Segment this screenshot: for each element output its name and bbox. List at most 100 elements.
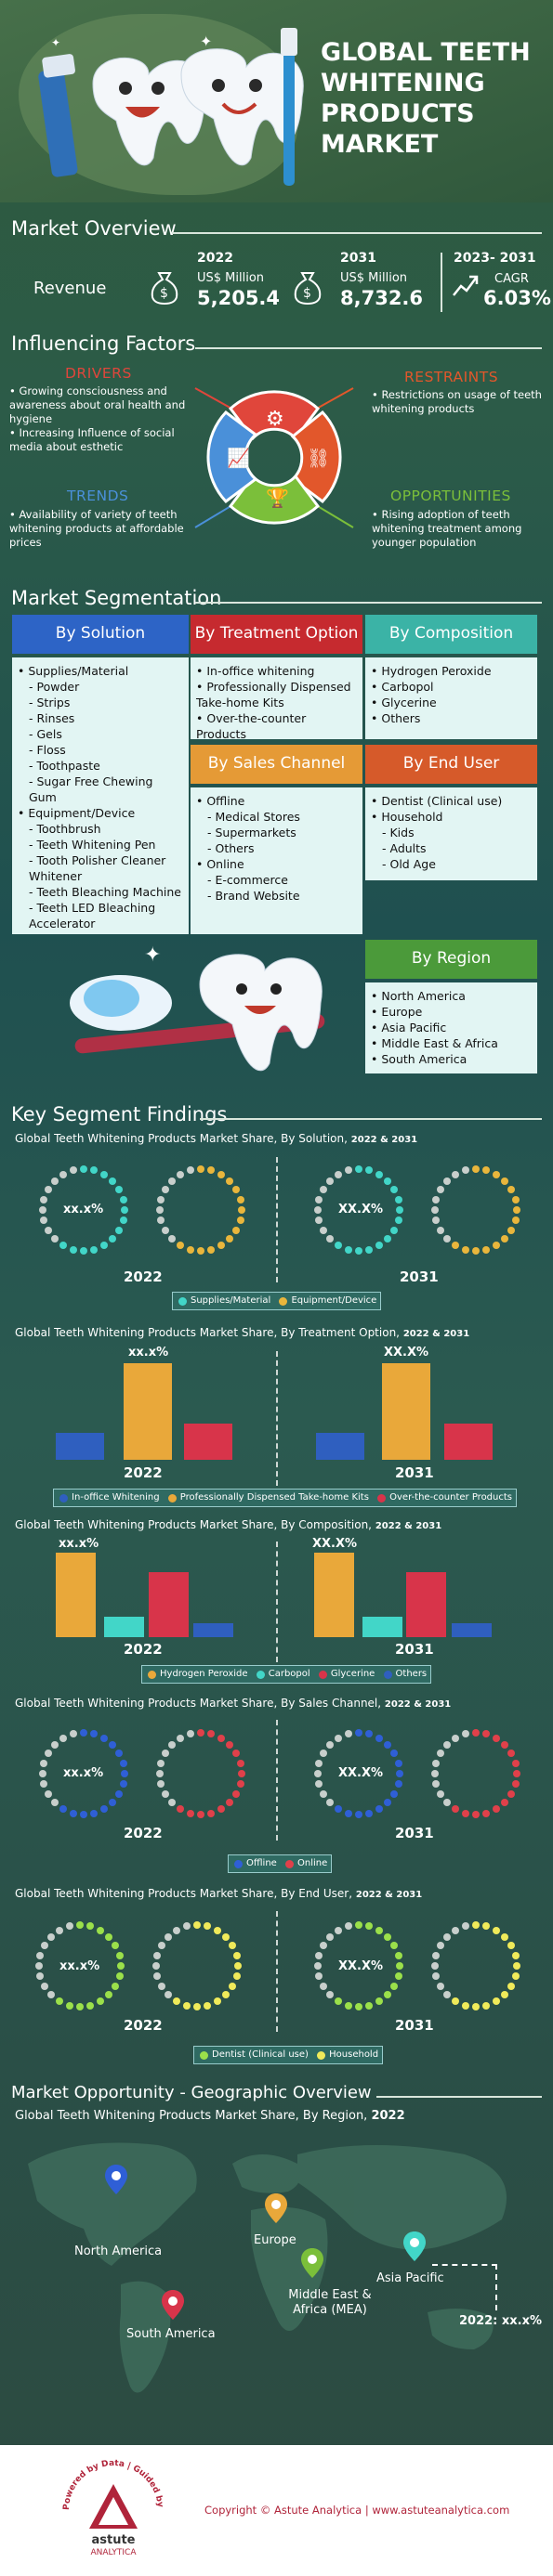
- solution-year-2022: 2022: [124, 1268, 163, 1285]
- cagr-value: 6.03%: [483, 287, 551, 309]
- solution-item: - Teeth Bleaching Machine: [29, 885, 181, 899]
- ring-dot: [232, 1750, 241, 1757]
- treatment-legend: In-office Whitening Professionally Dispe…: [53, 1489, 517, 1507]
- ring-dot: [90, 1809, 99, 1817]
- ring-dot: [86, 1922, 95, 1931]
- composition-bar-2031-others: [452, 1623, 492, 1637]
- ring-dot: [44, 1227, 52, 1234]
- ring-dot: [232, 1227, 241, 1234]
- ring-dot: [390, 1186, 399, 1193]
- ring-dot: [325, 1740, 334, 1749]
- opportunities-text: • Rising adoption of teeth whitening tre…: [372, 508, 522, 549]
- ring-dot: [501, 1799, 509, 1807]
- solution-body: • Supplies/Material - Powder - Strips - Rin…: [12, 657, 189, 934]
- ring-dot: [119, 1216, 127, 1225]
- header-title-line-1: GLOBAL TEETH: [321, 38, 531, 67]
- ring-dot: [40, 1216, 48, 1225]
- ring-dot: [76, 1921, 84, 1929]
- sales-year-2031: 2031: [395, 1825, 434, 1841]
- sales-item: - Supermarkets: [207, 826, 296, 839]
- ring-dot: [365, 1166, 374, 1175]
- wheel-segment-trends: [206, 410, 258, 504]
- sales-list: • Offline - Medical Stores - Supermarkets -…: [196, 793, 357, 904]
- ring-dot: [69, 1809, 77, 1817]
- treatment-bar-2031-kits: [382, 1363, 430, 1460]
- ring-dot: [207, 1730, 216, 1738]
- ring-dot: [335, 1805, 342, 1814]
- solution-chart-title: Global Teeth Whitening Products Market S…: [15, 1132, 418, 1145]
- ring-dot: [236, 1780, 244, 1789]
- enduser-list: • Dentist (Clinical use) • Household - Kid…: [371, 793, 532, 872]
- ring-dot: [115, 1790, 124, 1798]
- ring-dot: [501, 1932, 509, 1941]
- ring-dot: [452, 1734, 459, 1742]
- ring-dot: [507, 1790, 516, 1798]
- composition-year-2031: 2031: [395, 1641, 434, 1658]
- trends-title: TRENDS: [67, 488, 129, 504]
- revenue-label: Revenue: [33, 279, 107, 298]
- ring-dot: [157, 1759, 165, 1767]
- ring-dot: [50, 1235, 59, 1243]
- astute-analytica-logo: Powered by Data | Guided by Intelligence…: [56, 2452, 165, 2557]
- ring-dot: [482, 1730, 491, 1738]
- ring-dot: [390, 1983, 399, 1990]
- ring-dot: [167, 1799, 176, 1807]
- enduser-legend: Dentist (Clinical use) Household: [193, 2046, 384, 2064]
- ring-dot: [511, 1951, 520, 1959]
- enduser-item: - Adults: [382, 841, 427, 855]
- ring-dot: [442, 1991, 451, 1999]
- solution-divider: [276, 1157, 278, 1282]
- factors-wheel: ⚙ ⛓ 🏆 📈: [194, 387, 354, 528]
- footer-copyright[interactable]: Copyright © Astute Analytica | www.astut…: [204, 2504, 510, 2517]
- sales-ring-2031-b: [429, 1727, 522, 1820]
- sales-legend: Offline Online: [228, 1854, 333, 1873]
- tooth-brush-illustration: ✦: [70, 943, 325, 1072]
- composition-divider: [276, 1542, 278, 1662]
- sales-ring-2031-a: [312, 1727, 405, 1820]
- ring-dot: [50, 1799, 59, 1807]
- ring-dot: [325, 1235, 334, 1243]
- ring-dot: [452, 1926, 459, 1934]
- ring-dot: [396, 1962, 403, 1970]
- overview-2031-year: 2031: [340, 251, 376, 266]
- ring-dot: [355, 1811, 362, 1818]
- ring-dot: [177, 1805, 184, 1814]
- legend-dot: [234, 1859, 243, 1868]
- ring-dot: [436, 1186, 444, 1193]
- solution-ring-2031-b: [429, 1164, 522, 1256]
- region-item: • North America: [371, 989, 466, 1003]
- sales-body: • Offline - Medical Stores - Supermarkets -…: [191, 787, 362, 934]
- legend-dot: [256, 1670, 265, 1679]
- legend-dot: [59, 1493, 68, 1503]
- sales-ring-2022-a: [37, 1727, 130, 1820]
- ring-dot: [167, 1235, 176, 1243]
- ring-dot: [461, 1922, 469, 1931]
- ring-dot: [112, 1942, 120, 1949]
- ring-dot: [432, 1195, 441, 1203]
- ring-dot: [452, 1170, 459, 1178]
- ring-dot: [100, 1805, 108, 1814]
- geo-subtitle: Global Teeth Whitening Products Market S…: [15, 2109, 405, 2123]
- treatment-year-2022: 2022: [124, 1464, 163, 1481]
- geo-callout: 2022: xx.x%: [459, 2314, 543, 2328]
- solution-item: - Toothbrush: [29, 822, 101, 836]
- composition-chart-title: Global Teeth Whitening Products Market S…: [15, 1518, 442, 1531]
- ring-dot: [501, 1740, 509, 1749]
- sales-header: By Sales Channel: [191, 745, 362, 784]
- ring-dot: [315, 1972, 323, 1981]
- solution-item: • Supplies/Material: [18, 664, 129, 678]
- ring-dot: [513, 1206, 520, 1214]
- ring-dot: [177, 1734, 184, 1742]
- treatment-chart-title: Global Teeth Whitening Products Market S…: [15, 1326, 470, 1339]
- legend-dot: [178, 1296, 187, 1306]
- enduser-year-2022: 2022: [124, 2017, 163, 2034]
- enduser-year-2031: 2031: [395, 2017, 434, 2034]
- logo-sub: ANALYTICA: [91, 2548, 138, 2557]
- ring-dot: [197, 1811, 204, 1818]
- solution-item: - Sugar Free Chewing Gum: [29, 774, 153, 804]
- ring-dot: [100, 1170, 108, 1178]
- ring-dot: [394, 1759, 402, 1767]
- solution-item: - Teeth Whitening Pen: [29, 838, 156, 852]
- ring-dot: [501, 1177, 509, 1185]
- ring-dot: [482, 1809, 491, 1817]
